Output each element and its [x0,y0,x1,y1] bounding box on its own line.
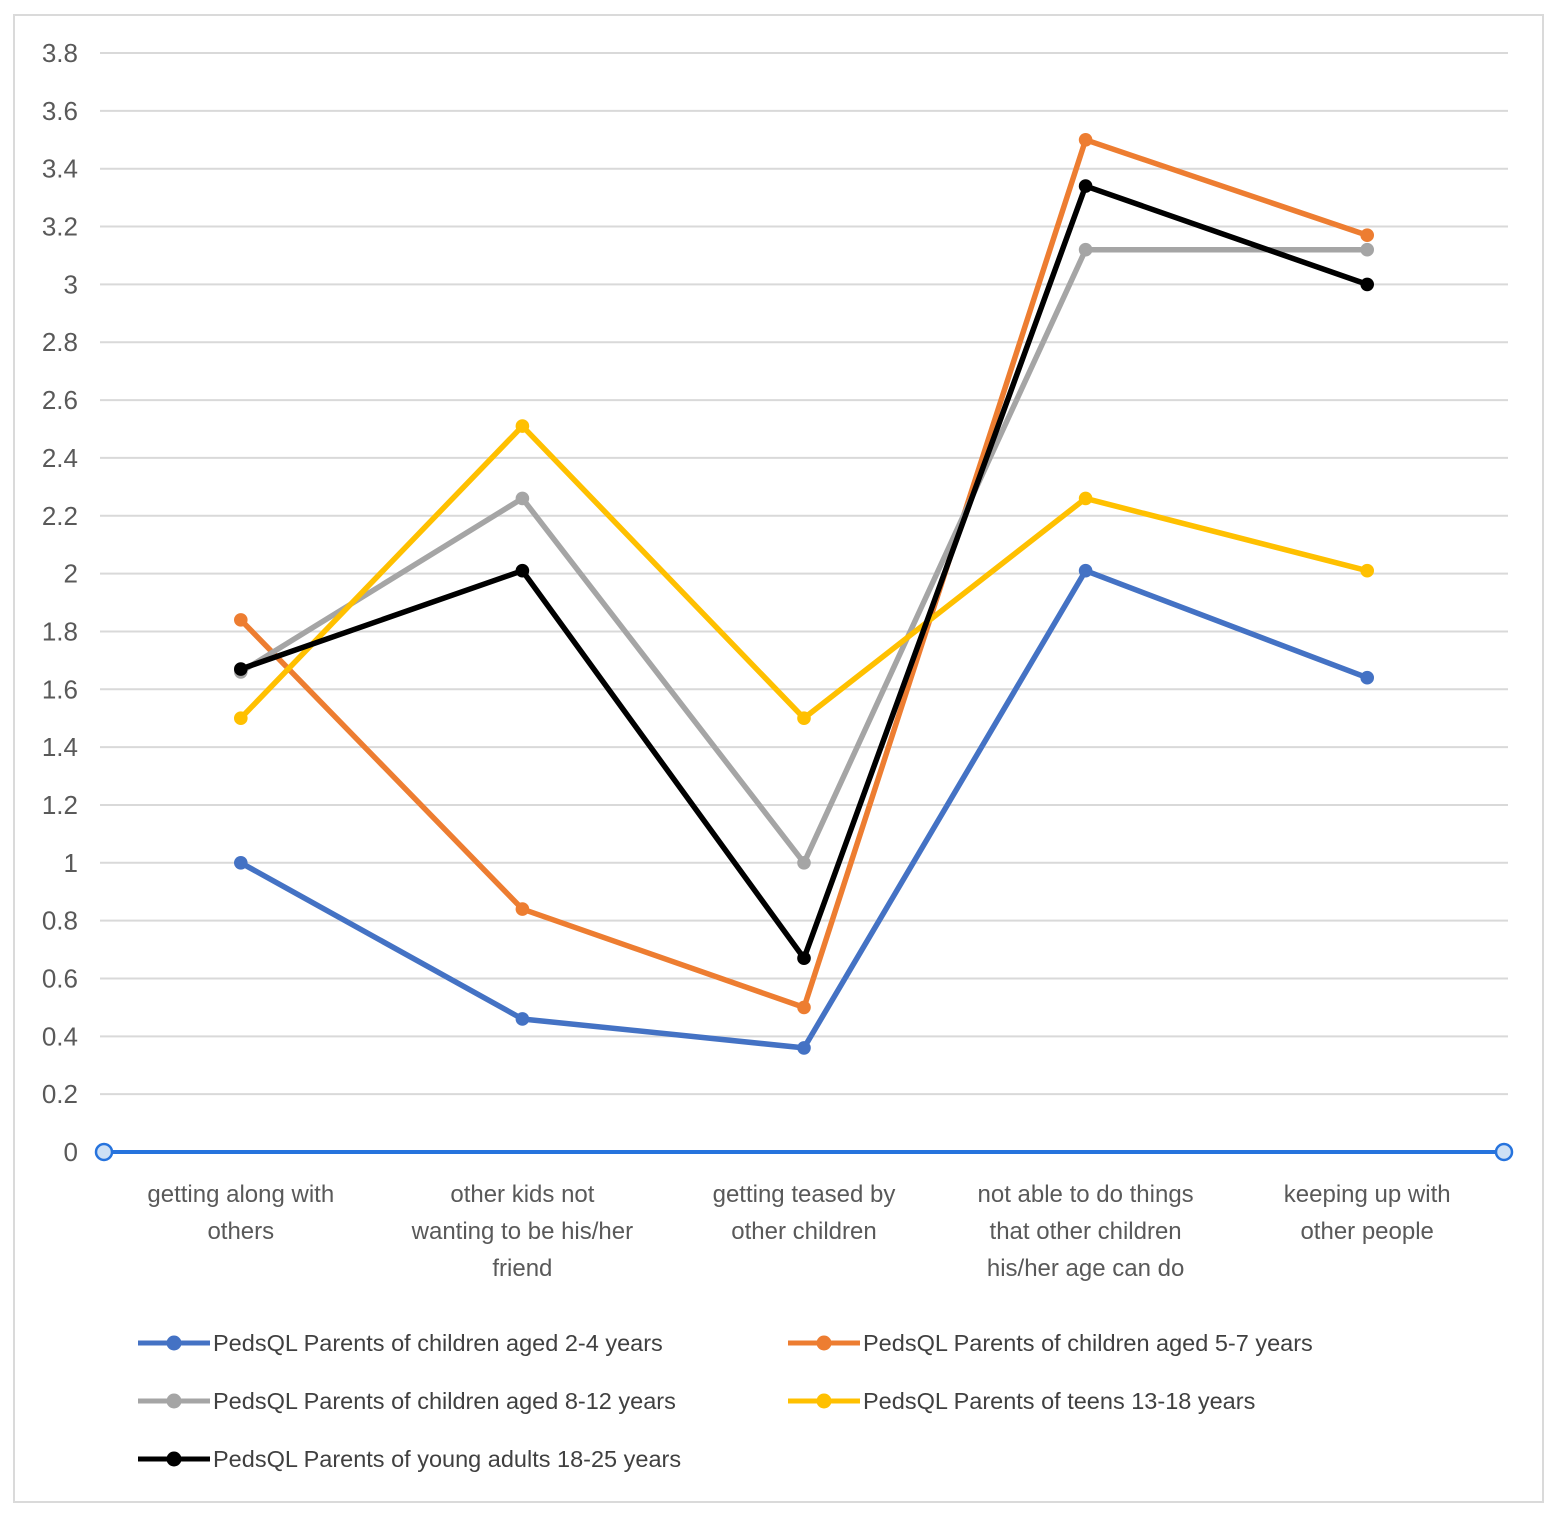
y-axis-tick-label: 3.6 [42,96,78,126]
data-point-marker [1360,228,1374,243]
y-axis-tick-label: 0.2 [42,1079,78,1109]
y-axis-tick-label: 0.4 [42,1021,78,1051]
y-axis-tick-label: 0.8 [42,906,78,936]
legend-line-marker-icon [788,1393,860,1409]
x-axis-label-line: keeping up with [1283,1181,1451,1208]
x-axis-label-line: not able to do things [977,1181,1194,1208]
data-point-marker [515,563,530,578]
legend-line-marker-icon [138,1335,210,1351]
y-axis-tick-label: 3.4 [42,154,78,184]
legend-label: PedsQL Parents of teens 13-18 years [863,1387,1256,1414]
legend-item: PedsQL Parents of teens 13-18 years [788,1388,1313,1415]
series-line-3 [238,423,1370,721]
data-point-marker [1078,491,1093,506]
data-point-marker [797,1000,811,1015]
data-point-marker [234,711,248,725]
y-axis-tick-label: 0.6 [42,963,78,993]
legend-line-marker-icon [138,1393,210,1409]
x-axis-label-line: getting along with [147,1181,335,1208]
legend-item: PedsQL Parents of young adults 18-25 yea… [138,1446,788,1473]
y-axis-tick-label: 1 [64,848,78,878]
data-point-marker [797,1041,811,1055]
series-line-4 [238,183,1370,961]
legend-label: PedsQL Parents of children aged 5-7 year… [863,1329,1313,1356]
data-point-marker [1078,242,1093,257]
data-point-marker [1078,179,1093,193]
data-point-marker [1360,277,1374,292]
legend-line-marker-icon [788,1335,860,1351]
x-axis-label: keeping up with other people [1217,1176,1517,1250]
data-point-marker [234,856,248,870]
data-point-marker [1078,563,1093,578]
y-axis-tick-label: 2.8 [42,327,78,357]
y-axis-tick-label: 3.8 [42,38,78,68]
data-point-marker [515,491,530,506]
x-axis-label-line: getting teased by [712,1181,896,1208]
x-axis-label: getting along with others [91,1176,391,1250]
x-axis-label-line: wanting to be his/her [411,1218,634,1245]
data-point-marker [515,1012,530,1026]
data-point-marker [1360,242,1374,257]
y-axis-tick-label: 2.2 [42,501,78,531]
x-axis-label: getting teased by other children [654,1176,954,1250]
x-axis-label-line: other children [731,1218,877,1245]
data-point-marker [797,856,811,870]
x-axis-label-line: his/her age can do [986,1255,1185,1282]
y-axis-tick-label: 1.6 [42,674,78,704]
data-point-marker [797,951,811,966]
chart-legend: PedsQL Parents of children aged 2-4 year… [138,1314,1313,1488]
x-axis-label-line: that other children [989,1218,1182,1245]
y-axis-tick-label: 2.6 [42,385,78,415]
data-point-marker [1360,563,1374,578]
series-line-0 [238,567,1370,1051]
x-axis-label-line: others [207,1218,275,1245]
data-point-marker [797,711,811,725]
legend-item: PedsQL Parents of children aged 8-12 yea… [138,1388,788,1415]
y-axis-tick-label: 3.2 [42,212,78,242]
data-point-marker [515,419,530,433]
y-axis-tick-label: 1.4 [42,732,78,762]
baseline-endpoint-marker [94,1142,114,1162]
y-axis-tick-label: 0 [64,1137,78,1167]
legend-line-marker-icon [138,1451,210,1467]
legend-label: PedsQL Parents of young adults 18-25 yea… [213,1445,682,1472]
baseline-endpoint-marker [1494,1142,1514,1162]
data-point-marker [1078,133,1093,147]
x-axis-label-line: friend [492,1255,553,1282]
legend-item: PedsQL Parents of children aged 2-4 year… [138,1330,788,1357]
x-axis-label: not able to do things that other children… [936,1176,1236,1287]
x-axis-label-line: other kids not [450,1181,595,1208]
y-axis-tick-label: 1.8 [42,616,78,646]
legend-label: PedsQL Parents of children aged 8-12 yea… [213,1387,676,1414]
legend-label: PedsQL Parents of children aged 2-4 year… [213,1329,663,1356]
y-axis-tick-label: 2 [64,559,78,589]
data-point-marker [234,662,248,676]
data-point-marker [515,902,530,916]
y-axis-tick-label: 2.4 [42,443,78,473]
data-point-marker [1360,670,1374,685]
y-axis-tick-label: 3 [64,269,78,299]
x-axis-label-line: other people [1300,1218,1434,1245]
data-point-marker [234,613,248,627]
legend-item: PedsQL Parents of children aged 5-7 year… [788,1330,1313,1357]
y-axis-tick-label: 1.2 [42,790,78,820]
x-axis-label: other kids not wanting to be his/her frien… [372,1176,672,1287]
